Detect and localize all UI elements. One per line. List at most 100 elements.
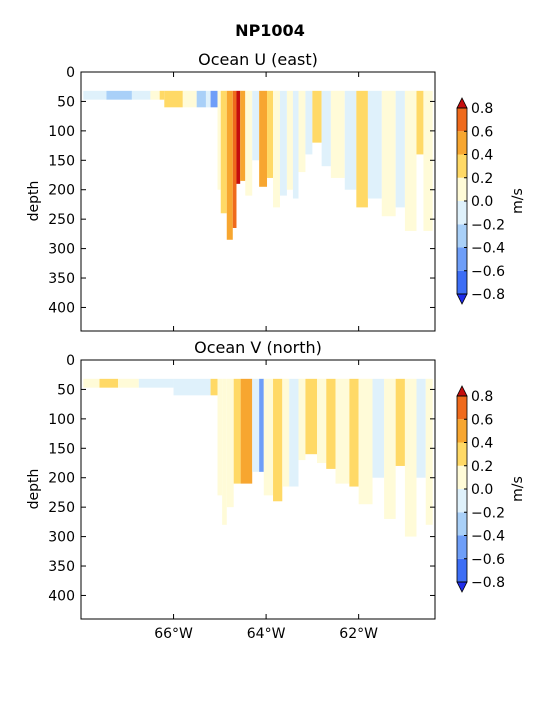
ocean-u-title: Ocean U (east) xyxy=(198,50,318,69)
contour-cell xyxy=(164,90,183,108)
y-tick-label: 200 xyxy=(48,183,75,199)
x-tick-label: 66°W xyxy=(154,626,193,642)
contour-cell xyxy=(220,90,227,214)
contour-cell xyxy=(330,90,345,178)
figure-title: NP1004 xyxy=(235,21,305,40)
contour-cell xyxy=(259,378,264,472)
contour-cell xyxy=(226,378,234,508)
ocean-u-colorbar: 0.8 0.6 0.4 0.2 0.0 −0.2 −0.4 −0.6 −0.8 xyxy=(456,97,505,305)
colorbar-segment xyxy=(457,489,467,513)
contour-cell xyxy=(358,378,373,505)
contour-cell xyxy=(210,90,218,108)
contour-cell xyxy=(138,378,174,388)
contour-cell xyxy=(349,378,359,487)
ocean-v-colorbar-label: m/s xyxy=(510,476,526,502)
contour-cell xyxy=(182,90,197,108)
contour-cell xyxy=(240,378,253,484)
colorbar-segment xyxy=(457,419,467,443)
contour-cell xyxy=(99,378,119,388)
contour-cell xyxy=(217,90,221,190)
colorbar-segment xyxy=(457,154,467,178)
contour-cell xyxy=(150,90,160,100)
ocean-v-plot-area xyxy=(80,359,436,620)
ocean-u-y-axis: 0 50 100 150 200 250 300 350 400 xyxy=(48,65,435,316)
y-tick-label: 350 xyxy=(48,559,75,575)
y-tick-label: 50 xyxy=(57,382,75,398)
contour-cell xyxy=(226,90,233,240)
colorbar-tick-label: 0.8 xyxy=(471,101,493,117)
y-tick-label: 400 xyxy=(48,588,75,604)
contour-cell xyxy=(236,90,241,184)
colorbar-tick-label: 0.0 xyxy=(471,194,493,210)
contour-cell xyxy=(205,90,211,108)
contour-cell xyxy=(298,90,306,173)
contour-cell xyxy=(416,90,424,155)
contour-cell xyxy=(222,378,227,525)
contour-cell xyxy=(240,90,246,181)
ocean-u-ylabel: depth xyxy=(26,181,42,222)
colorbar-tick-label: 0.2 xyxy=(471,171,493,187)
colorbar-segment xyxy=(457,177,467,201)
contour-cell xyxy=(252,90,260,161)
contour-cell xyxy=(292,90,299,199)
contour-cell xyxy=(252,378,260,472)
y-tick-label: 200 xyxy=(48,471,75,487)
colorbar-tick-label: −0.6 xyxy=(471,264,505,280)
contour-cell xyxy=(425,378,433,525)
colorbar-tick-label: −0.2 xyxy=(471,505,505,521)
contour-cell xyxy=(263,378,274,496)
colorbar-tick-label: 0.6 xyxy=(471,124,493,140)
contour-cell xyxy=(423,90,433,231)
colorbar-segment xyxy=(457,247,467,271)
contour-cell xyxy=(367,90,382,199)
colorbar-segment xyxy=(457,224,467,248)
colorbar-tick-label: 0.6 xyxy=(471,412,493,428)
contour-cell xyxy=(196,90,206,108)
colorbar-segment xyxy=(457,512,467,536)
contour-cell xyxy=(395,90,405,208)
ocean-v-colorbar: 0.8 0.6 0.4 0.2 0.0 −0.2 −0.4 −0.6 −0.8 xyxy=(456,385,505,593)
contour-cell xyxy=(106,90,132,100)
contour-cell xyxy=(233,378,241,484)
ocean-u-panel: Ocean U (east) depth 0 50 100 150 200 250 300 3… xyxy=(26,50,526,332)
colorbar-segment xyxy=(457,535,467,559)
colorbar-segment xyxy=(457,558,467,582)
contour-cell xyxy=(344,90,357,190)
colorbar-tick-label: 0.2 xyxy=(471,459,493,475)
y-tick-label: 300 xyxy=(48,242,75,258)
contour-cell xyxy=(317,378,327,464)
contour-cell xyxy=(232,90,237,228)
ocean-u-colorbar-label: m/s xyxy=(510,188,526,214)
y-tick-label: 50 xyxy=(57,94,75,110)
colorbar-segment xyxy=(457,131,467,155)
contour-cell xyxy=(259,90,268,187)
y-tick-label: 0 xyxy=(66,353,75,369)
contour-cell xyxy=(273,378,283,502)
y-tick-label: 0 xyxy=(66,65,75,81)
contour-cell xyxy=(282,378,290,487)
colorbar-segment xyxy=(457,396,467,420)
colorbar-tick-label: −0.4 xyxy=(471,529,505,545)
y-tick-label: 100 xyxy=(48,412,75,428)
colorbar-segment xyxy=(457,442,467,466)
plot-frame xyxy=(80,359,436,620)
contour-cell xyxy=(173,378,211,396)
colorbar-segment xyxy=(457,465,467,489)
ocean-v-x-axis: 66°W 64°W 62°W xyxy=(154,360,378,642)
contour-cell xyxy=(416,378,426,478)
y-tick-label: 400 xyxy=(48,300,75,316)
contour-cell xyxy=(372,378,385,478)
colorbar-segment xyxy=(457,201,467,225)
y-tick-label: 250 xyxy=(48,500,75,516)
contour-cell xyxy=(267,90,274,178)
colorbar-tick-label: 0.4 xyxy=(471,436,493,452)
colorbar-tick-label: 0.0 xyxy=(471,482,493,498)
contour-cell xyxy=(326,378,336,469)
colorbar-tick-label: 0.8 xyxy=(471,389,493,405)
x-tick-label: 62°W xyxy=(339,626,378,642)
colorbar-segment xyxy=(457,108,467,132)
contour-cell xyxy=(356,90,368,208)
colorbar-tick-label: −0.8 xyxy=(471,287,505,303)
contour-cell xyxy=(312,90,322,143)
